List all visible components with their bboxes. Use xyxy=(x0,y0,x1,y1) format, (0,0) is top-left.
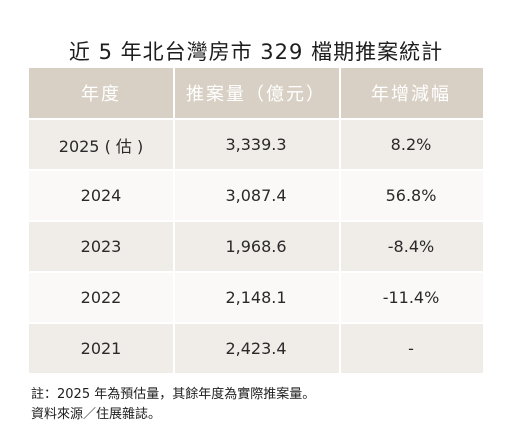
source-text: 資料來源／住展雜誌。 xyxy=(31,407,162,422)
cell-volume: 2,148.1 xyxy=(173,273,339,322)
cell-volume: 1,968.6 xyxy=(173,222,339,271)
header-year: 年度 xyxy=(81,84,121,105)
cell-volume: 3,087.4 xyxy=(173,171,339,220)
header-change: 年增減幅 xyxy=(339,68,483,118)
cell-year: 2023 xyxy=(80,237,122,256)
header-volume: 推案量（億元） xyxy=(173,68,339,118)
data-table: 年度 推案量（億元） 年增減幅 2025 ( 估 ) 3,339.3 8.2% … xyxy=(29,68,483,379)
footnotes: 註：2025 年為預估量，其餘年度為實際推案量。 資料來源／住展雜誌。 xyxy=(31,385,315,425)
table-row: 2025 ( 估 ) 3,339.3 8.2% xyxy=(29,120,483,171)
cell-change: 56.8% xyxy=(339,171,483,220)
cell-year: 2021 xyxy=(80,339,122,358)
cell-volume: 2,423.4 xyxy=(173,324,339,373)
cell-change: -8.4% xyxy=(339,222,483,271)
cell-volume: 3,339.3 xyxy=(173,120,339,169)
cell-change: 8.2% xyxy=(339,120,483,169)
cell-change: -11.4% xyxy=(339,273,483,322)
cell-year: 2022 xyxy=(80,288,122,307)
table-row: 2024 3,087.4 56.8% xyxy=(29,171,483,222)
table-header-row: 年度 推案量（億元） 年增減幅 xyxy=(29,68,483,120)
cell-year: 2025 ( 估 ) xyxy=(58,136,144,156)
table-title: 近 5 年北台灣房市 329 檔期推案統計 xyxy=(68,40,444,64)
cell-year: 2024 xyxy=(80,186,122,205)
cell-change: - xyxy=(339,324,483,373)
table-row: 2021 2,423.4 - xyxy=(29,324,483,375)
note-text: 註：2025 年為預估量，其餘年度為實際推案量。 xyxy=(31,387,316,402)
table-row: 2023 1,968.6 -8.4% xyxy=(29,222,483,273)
table-row: 2022 2,148.1 -11.4% xyxy=(29,273,483,324)
